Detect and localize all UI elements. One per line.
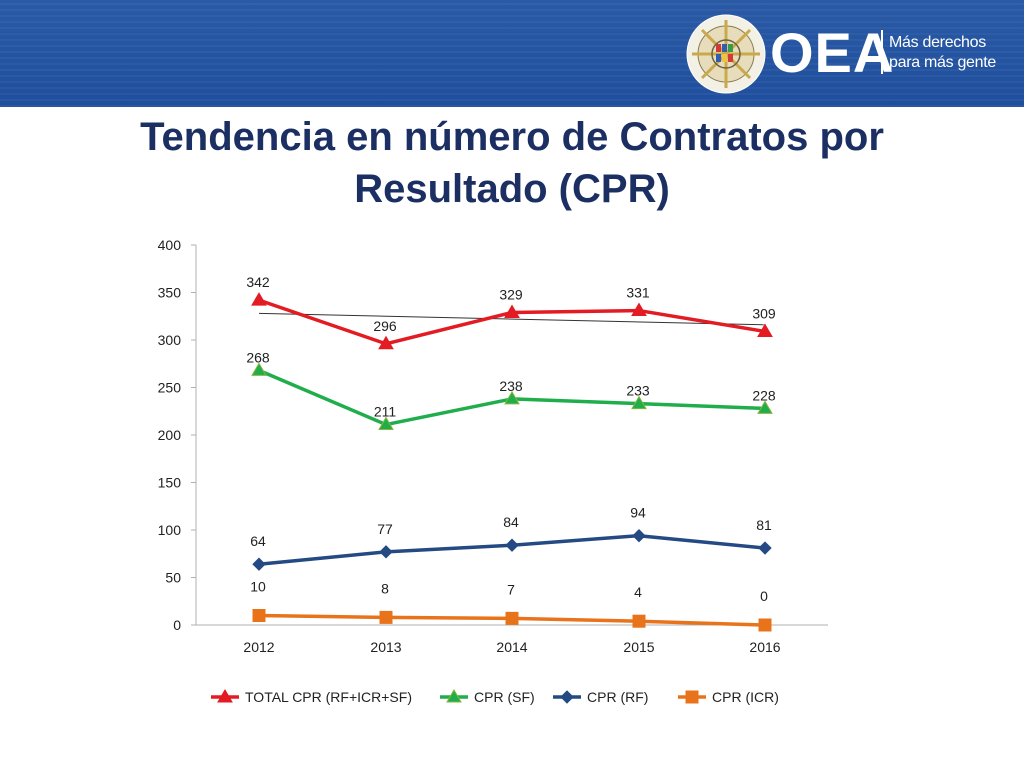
- legend-entry-label: CPR (RF): [587, 689, 648, 705]
- data-label: 331: [626, 285, 650, 301]
- data-point-marker: [251, 362, 267, 376]
- y-tick-label: 0: [173, 617, 181, 633]
- y-tick-label: 250: [158, 380, 182, 396]
- x-tick-label: 2013: [370, 639, 401, 655]
- x-tick-label: 2015: [623, 639, 654, 655]
- data-point-marker: [631, 395, 647, 410]
- data-label: 8: [381, 580, 389, 596]
- data-point-marker: [379, 610, 393, 624]
- data-point-marker: [379, 545, 393, 559]
- data-label: 4: [634, 584, 642, 600]
- legend-swatch-marker: [685, 690, 699, 704]
- data-point-marker: [632, 614, 646, 628]
- data-point-marker: [505, 611, 519, 625]
- legend-swatch-marker: [560, 690, 574, 704]
- y-tick-label: 150: [158, 475, 182, 491]
- banner-texture: [0, 0, 1024, 107]
- data-point-marker: [504, 304, 520, 318]
- data-point-marker: [758, 541, 772, 555]
- data-point-marker: [757, 323, 773, 337]
- chart-series: [251, 292, 773, 632]
- y-tick-label: 300: [158, 332, 182, 348]
- legend-swatch-marker: [217, 689, 233, 703]
- data-point-marker: [252, 557, 266, 571]
- data-label: 228: [752, 387, 776, 403]
- data-label: 211: [374, 404, 397, 420]
- tagline-line-1: Más derechos: [889, 34, 986, 51]
- data-point-marker: [505, 538, 519, 552]
- data-label: 10: [250, 579, 266, 595]
- y-tick-label: 400: [158, 237, 182, 253]
- data-label: 84: [503, 514, 519, 530]
- legend-swatch-marker: [446, 689, 462, 703]
- legend-entry-label: CPR (SF): [474, 689, 535, 705]
- y-tick-label: 50: [165, 570, 181, 586]
- logo-divider: [881, 30, 883, 74]
- data-label: 329: [499, 286, 523, 302]
- data-label: 77: [377, 521, 393, 537]
- data-label: 94: [630, 505, 646, 521]
- data-point-marker: [632, 528, 646, 543]
- data-point-marker: [757, 400, 773, 414]
- chart-legend: TOTAL CPR (RF+ICR+SF) CPR (SF) CPR (RF) CPR…: [211, 689, 779, 705]
- slide-title: Tendencia en número de Contratos por Res…: [60, 111, 964, 215]
- data-point-marker: [378, 416, 394, 431]
- header-banner: OEA Más derechos para más gente: [0, 0, 1024, 107]
- x-tick-label: 2014: [496, 639, 527, 655]
- x-tick-label: 2016: [749, 639, 780, 655]
- data-label: 64: [250, 533, 266, 549]
- data-point-marker: [378, 335, 394, 350]
- data-label: 7: [507, 581, 515, 597]
- data-label: 268: [246, 349, 270, 365]
- x-tick-label: 2012: [243, 639, 274, 655]
- data-label: 0: [760, 588, 768, 604]
- legend-entry-label: TOTAL CPR (RF+ICR+SF): [245, 689, 412, 705]
- data-label: 309: [752, 305, 776, 321]
- data-point-marker: [504, 390, 520, 405]
- y-tick-label: 200: [158, 427, 182, 443]
- trendline-total-cpr: [258, 312, 766, 326]
- data-point-marker: [631, 302, 647, 317]
- oea-seal-icon: [686, 14, 766, 94]
- legend-entry-label: CPR (ICR): [712, 689, 779, 705]
- data-label: 296: [373, 318, 397, 334]
- tagline: Más derechos para más gente: [889, 33, 996, 73]
- data-label: 81: [756, 517, 772, 533]
- data-label: 238: [499, 378, 523, 394]
- slide-title-line-1: Tendencia en número de Contratos por: [140, 115, 884, 159]
- data-point-marker: [252, 609, 266, 622]
- chart-trendlines: [258, 312, 766, 326]
- slide-title-line-2: Resultado (CPR): [354, 167, 670, 211]
- tagline-line-2: para más gente: [889, 54, 996, 71]
- data-point-marker: [758, 618, 772, 632]
- y-tick-label: 100: [158, 522, 182, 538]
- data-label: 342: [246, 274, 270, 290]
- data-point-marker: [251, 292, 267, 306]
- data-label: 233: [626, 383, 650, 399]
- y-tick-label: 350: [158, 285, 182, 301]
- logo-text: OEA: [770, 21, 895, 84]
